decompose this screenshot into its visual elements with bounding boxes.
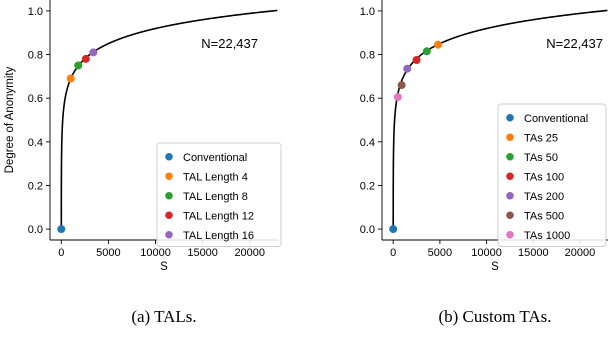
y-tick-label: 0.4 [360, 137, 375, 149]
y-tick-label: 1.0 [360, 6, 375, 18]
x-axis-label: S [491, 261, 499, 273]
x-tick-label: 5000 [96, 247, 120, 259]
legend-marker [506, 230, 514, 239]
legend-marker [165, 152, 173, 161]
legend-entry-label: TAL Length 8 [183, 191, 248, 203]
data-point [393, 93, 402, 102]
legend-marker [506, 152, 514, 161]
data-point [74, 61, 83, 70]
data-point [57, 225, 66, 234]
x-tick-label: 15000 [187, 247, 218, 259]
figure-caption: (a) TALs. [131, 307, 196, 326]
data-point [403, 64, 412, 73]
x-tick-label: 0 [58, 247, 64, 259]
data-point [389, 225, 398, 234]
legend-marker [506, 172, 514, 181]
legend-entry-label: TAL Length 4 [183, 171, 248, 183]
data-point [89, 48, 98, 57]
legend-marker [165, 230, 173, 239]
n-annotation: N=22,437 [546, 36, 603, 51]
y-axis-label: Degree of Anonymity [4, 66, 16, 173]
y-tick-label: 0.2 [360, 180, 375, 192]
legend-marker [165, 211, 173, 220]
n-annotation: N=22,437 [201, 36, 258, 51]
x-tick-label: 15000 [518, 247, 549, 259]
data-point [66, 74, 75, 83]
legend-marker [165, 172, 173, 181]
legend-marker [506, 191, 514, 200]
anonymity-curve [392, 9, 608, 230]
y-tick-label: 0.6 [28, 93, 43, 105]
y-tick-label: 0.0 [28, 224, 43, 236]
legend-entry-label: TAs 500 [524, 210, 564, 222]
legend-marker [506, 113, 514, 122]
legend-marker [165, 191, 173, 200]
legend-entry-label: TAs 25 [524, 132, 558, 144]
figure-caption: (b) Custom TAs. [438, 307, 551, 326]
y-tick-label: 0.6 [360, 93, 375, 105]
chart-panel-1: 0 5000 10000 15000 20000 0.0 0.2 0.4 0.6 0.8 1.0 S D… [4, 0, 282, 326]
y-tick-label: 1.0 [28, 6, 43, 18]
legend-entry-label: Conventional [183, 152, 247, 164]
data-point [81, 54, 90, 63]
x-tick-label: 10000 [471, 247, 502, 259]
x-tick-label: 0 [390, 247, 396, 259]
legend-entry-label: TAs 1000 [524, 230, 570, 242]
anonymity-curve [60, 9, 278, 230]
legend-entry-label: TAL Length 12 [183, 210, 254, 222]
x-tick-label: 20000 [565, 247, 596, 259]
y-tick-label: 0.0 [360, 224, 375, 236]
legend-marker [506, 211, 514, 220]
chart-panel-2: 0 5000 10000 15000 20000 0.0 0.2 0.4 0.6 0.8 1.0 S N… [360, 0, 608, 326]
legend-marker [506, 133, 514, 142]
legend-entry-label: TAs 50 [524, 152, 558, 164]
y-tick-label: 0.8 [28, 50, 43, 62]
x-tick-label: 5000 [428, 247, 452, 259]
y-tick-label: 0.2 [28, 180, 43, 192]
y-tick-label: 0.8 [360, 50, 375, 62]
x-tick-label: 10000 [140, 247, 171, 259]
legend-box [497, 103, 607, 247]
data-point [412, 56, 421, 64]
legend-entry-label: TAL Length 16 [183, 230, 254, 242]
x-tick-label: 20000 [234, 247, 265, 259]
legend-entry-label: TAs 100 [524, 171, 564, 183]
legend-entry-label: TAs 200 [524, 191, 564, 203]
y-tick-label: 0.4 [28, 137, 43, 149]
legend-entry-label: Conventional [524, 113, 588, 125]
data-point [397, 81, 406, 90]
legend-box [156, 142, 282, 247]
x-axis-label: S [160, 261, 168, 273]
data-point [434, 40, 443, 49]
data-point [422, 47, 431, 56]
